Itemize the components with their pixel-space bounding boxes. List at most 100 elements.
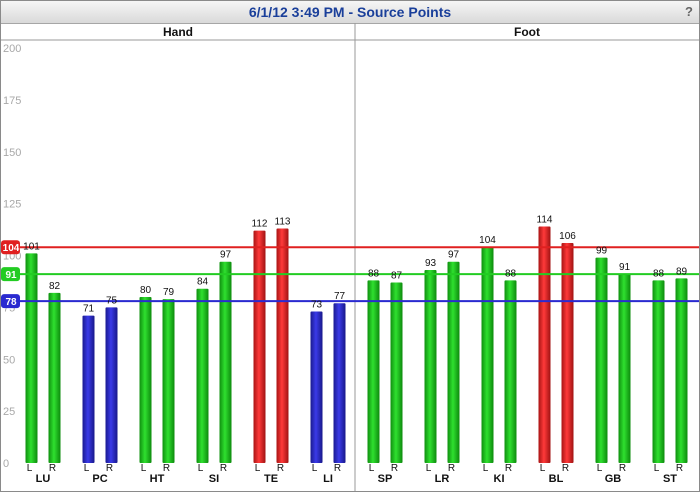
bar-st-l bbox=[652, 280, 665, 463]
side-label: R bbox=[277, 463, 284, 474]
reference-badge-78 bbox=[1, 294, 20, 309]
side-label: L bbox=[483, 463, 489, 474]
value-label: 97 bbox=[220, 250, 232, 261]
bar-pc-r bbox=[105, 307, 118, 463]
value-label: 80 bbox=[140, 285, 152, 296]
bar-li-l bbox=[310, 311, 323, 463]
value-label: 84 bbox=[197, 277, 209, 288]
category-label-ht: HT bbox=[150, 473, 165, 485]
bar-sp-r bbox=[390, 282, 403, 463]
bar-te-l bbox=[253, 230, 266, 463]
y-tick-label: 175 bbox=[3, 95, 21, 107]
category-label-lu: LU bbox=[36, 473, 51, 485]
value-label: 89 bbox=[676, 266, 688, 277]
bar-ht-l bbox=[139, 297, 152, 463]
side-label: R bbox=[676, 463, 683, 474]
value-label: 97 bbox=[448, 250, 460, 261]
bar-ht-r bbox=[162, 299, 175, 463]
bar-gb-l bbox=[595, 257, 608, 463]
bar-bl-l bbox=[538, 226, 551, 463]
section-label-hand: Hand bbox=[163, 25, 193, 39]
side-label: R bbox=[391, 463, 398, 474]
category-label-bl: BL bbox=[549, 473, 564, 485]
y-tick-label: 125 bbox=[3, 199, 21, 211]
side-label: R bbox=[505, 463, 512, 474]
bar-bl-r bbox=[561, 243, 574, 463]
category-label-st: ST bbox=[663, 473, 677, 485]
y-tick-label: 150 bbox=[3, 147, 21, 159]
side-label: R bbox=[163, 463, 170, 474]
value-label: 88 bbox=[505, 268, 517, 279]
bar-st-r bbox=[675, 278, 688, 463]
bar-lu-l bbox=[25, 253, 38, 463]
value-label: 82 bbox=[49, 281, 61, 292]
help-button[interactable]: ? bbox=[685, 4, 693, 19]
value-label: 88 bbox=[653, 268, 665, 279]
y-tick-label: 50 bbox=[3, 354, 15, 366]
side-label: L bbox=[255, 463, 261, 474]
bar-ki-l bbox=[481, 247, 494, 463]
value-label: 106 bbox=[559, 231, 576, 242]
value-label: 101 bbox=[23, 241, 40, 252]
category-label-te: TE bbox=[264, 473, 278, 485]
bar-sp-l bbox=[367, 280, 380, 463]
section-label-foot: Foot bbox=[514, 25, 540, 39]
category-label-pc: PC bbox=[92, 473, 107, 485]
y-tick-label: 0 bbox=[3, 458, 9, 470]
side-label: L bbox=[426, 463, 432, 474]
value-label: 77 bbox=[334, 291, 346, 302]
category-label-li: LI bbox=[323, 473, 333, 485]
bar-li-r bbox=[333, 303, 346, 463]
title-bar: 6/1/12 3:49 PM - Source Points ? bbox=[1, 1, 699, 24]
side-label: L bbox=[141, 463, 147, 474]
side-label: R bbox=[220, 463, 227, 474]
side-label: L bbox=[27, 463, 33, 474]
value-label: 88 bbox=[368, 268, 380, 279]
bar-pc-l bbox=[82, 315, 95, 463]
side-label: R bbox=[106, 463, 113, 474]
value-label: 87 bbox=[391, 270, 403, 281]
bar-si-r bbox=[219, 261, 232, 463]
side-label: L bbox=[597, 463, 603, 474]
value-label: 75 bbox=[106, 295, 118, 306]
side-label: L bbox=[312, 463, 318, 474]
category-label-si: SI bbox=[209, 473, 219, 485]
value-label: 79 bbox=[163, 287, 175, 298]
reference-label-104: 104 bbox=[3, 243, 20, 254]
side-label: R bbox=[619, 463, 626, 474]
side-label: R bbox=[49, 463, 56, 474]
bar-te-r bbox=[276, 228, 289, 463]
bar-ki-r bbox=[504, 280, 517, 463]
category-label-gb: GB bbox=[605, 473, 622, 485]
value-label: 91 bbox=[619, 262, 631, 273]
side-label: L bbox=[198, 463, 204, 474]
value-label: 112 bbox=[252, 219, 268, 230]
reference-badge-104 bbox=[1, 240, 20, 255]
bar-lu-r bbox=[48, 292, 61, 463]
value-label: 104 bbox=[479, 235, 496, 246]
bar-si-l bbox=[196, 288, 209, 463]
window-title: 6/1/12 3:49 PM - Source Points bbox=[248, 4, 452, 20]
side-label: R bbox=[448, 463, 455, 474]
category-label-ki: KI bbox=[494, 473, 505, 485]
reference-badge-91 bbox=[1, 267, 20, 282]
value-label: 113 bbox=[275, 217, 291, 228]
side-label: L bbox=[369, 463, 375, 474]
side-label: R bbox=[562, 463, 569, 474]
reference-label-78: 78 bbox=[5, 297, 17, 308]
category-label-lr: LR bbox=[435, 473, 450, 485]
value-label: 73 bbox=[311, 300, 323, 311]
value-label: 71 bbox=[83, 304, 95, 315]
value-label: 99 bbox=[596, 246, 608, 257]
reference-label-91: 91 bbox=[5, 270, 17, 281]
value-label: 114 bbox=[537, 214, 553, 225]
y-tick-label: 200 bbox=[3, 43, 21, 55]
bar-lr-l bbox=[424, 270, 437, 463]
category-label-sp: SP bbox=[378, 473, 393, 485]
value-label: 93 bbox=[425, 258, 437, 269]
bar-lr-r bbox=[447, 261, 460, 463]
side-label: L bbox=[540, 463, 546, 474]
y-tick-label: 25 bbox=[3, 406, 15, 418]
side-label: R bbox=[334, 463, 341, 474]
